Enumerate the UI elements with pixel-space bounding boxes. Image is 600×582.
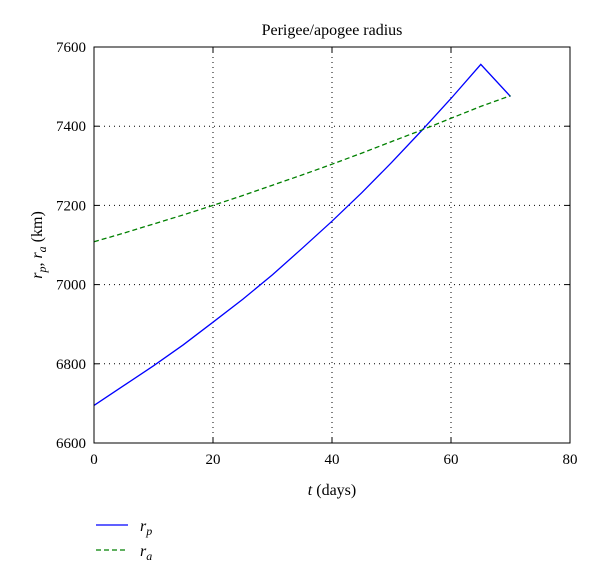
y-axis-r1: r (29, 272, 46, 279)
y-axis-r2: r (29, 252, 46, 259)
y-axis-label: rp, ra (km) (29, 211, 49, 279)
y-tick-label: 7000 (56, 278, 86, 294)
x-axis-var: t (308, 482, 313, 499)
x-tick-label: 40 (325, 452, 340, 468)
chart-title: Perigee/apogee radius (262, 22, 403, 39)
y-axis-unit: (km) (29, 211, 46, 246)
legend-label-rp: rp (140, 518, 152, 538)
legend-rp-sub: p (145, 524, 152, 538)
x-axis-label: t (days) (308, 482, 356, 499)
legend-ra-sub: a (146, 549, 152, 563)
y-tick-label: 7400 (56, 119, 86, 135)
series-line-r_p (93, 63, 511, 406)
series-line-r_a (93, 95, 511, 243)
y-axis-sep: , (29, 259, 46, 267)
tick-labels: 0 20 40 60 80 6600 6800 7000 7200 7400 7600 (56, 40, 578, 468)
y-axis-r2-sub: a (35, 246, 49, 252)
x-tick-label: 0 (90, 452, 98, 468)
y-tick-label: 6800 (56, 357, 86, 373)
plot-lines (93, 63, 511, 406)
legend-label-ra: ra (140, 543, 152, 563)
legend-ra-main: r (140, 543, 147, 560)
y-axis-r1-sub: p (35, 267, 49, 274)
y-tick-label: 7200 (56, 198, 86, 214)
tick-marks (93, 46, 571, 444)
y-tick-label: 6600 (56, 436, 86, 452)
legend: rp ra (96, 518, 152, 563)
x-tick-label: 60 (444, 452, 459, 468)
x-axis-unit: (days) (312, 482, 356, 499)
x-tick-label: 80 (563, 452, 578, 468)
plot-frame (93, 46, 571, 444)
x-tick-label: 20 (206, 452, 221, 468)
legend-rp-main: r (140, 518, 147, 535)
grid-lines (94, 47, 570, 443)
y-tick-label: 7600 (56, 40, 86, 56)
